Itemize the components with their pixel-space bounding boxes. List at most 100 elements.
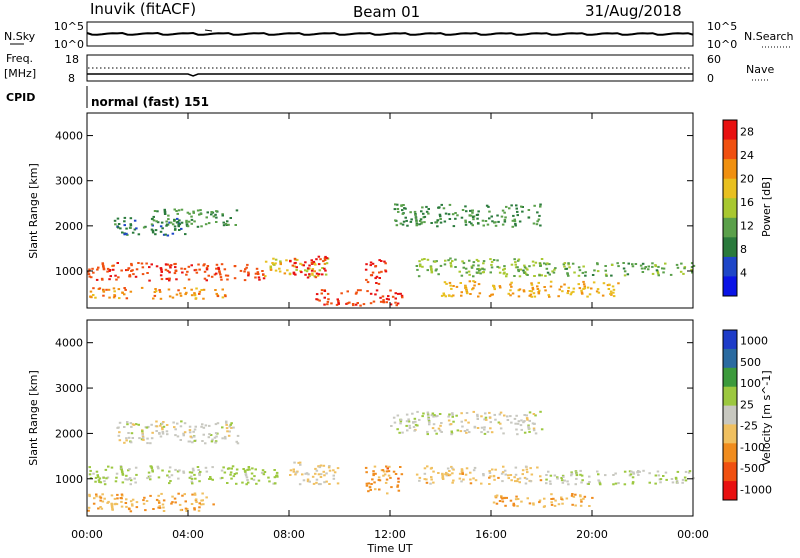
heatmap-cell xyxy=(311,272,314,275)
heatmap-cell xyxy=(537,218,541,221)
heatmap-cell xyxy=(155,420,158,423)
heatmap-cell xyxy=(464,219,467,222)
heatmap-cell xyxy=(501,223,505,226)
colorbar-tick-label: 1000 xyxy=(740,335,768,348)
heatmap-cell xyxy=(176,435,180,438)
heatmap-cell xyxy=(118,297,121,300)
heatmap-cell xyxy=(174,270,178,272)
heatmap-cell xyxy=(579,498,583,501)
heatmap-cell xyxy=(451,481,454,484)
heatmap-cell xyxy=(134,466,138,469)
heatmap-cell xyxy=(318,299,321,302)
heatmap-cell xyxy=(448,294,451,297)
heatmap-cell xyxy=(447,213,451,216)
heatmap-cell xyxy=(126,478,129,481)
heatmap-cell xyxy=(651,262,654,265)
heatmap-cell xyxy=(523,264,526,267)
heatmap-cell xyxy=(476,427,480,429)
heatmap-cell xyxy=(429,266,433,269)
heatmap-cell xyxy=(322,470,325,473)
heatmap-cell xyxy=(508,207,511,210)
heatmap-cell xyxy=(185,291,188,294)
heatmap-cell xyxy=(626,273,630,276)
heatmap-cell xyxy=(151,229,155,232)
heatmap-cell xyxy=(198,506,201,509)
heatmap-cell xyxy=(623,274,627,277)
heatmap-cell xyxy=(133,219,137,222)
heatmap-cell xyxy=(228,430,231,433)
heatmap-cell xyxy=(208,424,211,427)
heatmap-cell xyxy=(256,271,260,274)
heatmap-cell xyxy=(123,216,127,219)
velocity-ylabel: Slant Range [km] xyxy=(27,370,40,466)
heatmap-cell xyxy=(427,212,430,215)
heatmap-cell xyxy=(170,502,173,505)
heatmap-cell xyxy=(336,482,340,485)
heatmap-cell xyxy=(261,469,265,472)
heatmap-cell xyxy=(129,479,133,482)
heatmap-cell xyxy=(154,288,157,290)
heatmap-cell xyxy=(162,506,165,509)
heatmap-cell xyxy=(539,205,542,208)
heatmap-cell xyxy=(246,468,249,471)
heatmap-cell xyxy=(199,503,203,506)
heatmap-cell xyxy=(161,469,164,472)
heatmap-cell xyxy=(640,267,644,270)
heatmap-cell xyxy=(431,412,435,415)
heatmap-cell xyxy=(550,493,553,496)
heatmap-cell xyxy=(548,480,552,483)
colorbar-tick-label: -500 xyxy=(740,462,765,475)
heatmap-cell xyxy=(328,483,331,485)
heatmap-cell xyxy=(141,436,145,439)
heatmap-cell xyxy=(115,476,118,479)
heatmap-cell xyxy=(560,498,563,500)
colorbar-tick-label: 500 xyxy=(740,356,761,369)
heatmap-cell xyxy=(468,259,471,262)
heatmap-cell xyxy=(210,440,214,443)
heatmap-cell xyxy=(205,267,209,269)
heatmap-cell xyxy=(319,464,323,467)
heatmap-cell xyxy=(159,435,163,438)
heatmap-cell xyxy=(174,501,177,504)
heatmap-cell xyxy=(150,228,154,231)
heatmap-cell xyxy=(464,285,467,288)
heatmap-cell xyxy=(129,500,133,503)
heatmap-cell xyxy=(185,510,188,512)
power-ylabel: Slant Range [km] xyxy=(27,163,40,259)
heatmap-cell xyxy=(670,478,674,480)
heatmap-cell xyxy=(592,281,596,284)
heatmap-cell xyxy=(516,214,519,217)
heatmap-cell xyxy=(691,271,694,274)
heatmap-cell xyxy=(147,475,151,478)
heatmap-cell xyxy=(183,287,186,290)
heatmap-cell xyxy=(492,284,495,287)
heatmap-cell xyxy=(414,213,417,215)
heatmap-cell xyxy=(125,297,129,300)
heatmap-cell xyxy=(186,508,189,510)
heatmap-cell xyxy=(485,204,489,207)
heatmap-cell xyxy=(494,221,497,224)
heatmap-cell xyxy=(520,205,523,208)
heatmap-cell xyxy=(315,293,319,296)
heatmap-cell xyxy=(323,290,327,292)
heatmap-cell xyxy=(605,274,608,277)
heatmap-cell xyxy=(297,461,300,464)
heatmap-cell xyxy=(215,272,218,275)
heatmap-cell xyxy=(401,223,405,226)
heatmap-cell xyxy=(472,261,476,264)
heatmap-cell xyxy=(467,270,471,273)
heatmap-cell xyxy=(103,480,106,483)
heatmap-cell xyxy=(399,292,402,295)
heatmap-cell xyxy=(522,271,526,274)
heatmap-cell xyxy=(197,509,201,512)
heatmap-cell xyxy=(233,277,237,280)
heatmap-cell xyxy=(456,214,459,217)
heatmap-cell xyxy=(516,259,520,262)
heatmap-cell xyxy=(578,269,582,272)
heatmap-cell xyxy=(427,417,431,420)
heatmap-cell xyxy=(152,219,156,222)
heatmap-cell xyxy=(444,295,447,298)
heatmap-cell xyxy=(405,424,408,427)
heatmap-cell xyxy=(192,469,195,472)
heatmap-cell xyxy=(416,410,419,413)
